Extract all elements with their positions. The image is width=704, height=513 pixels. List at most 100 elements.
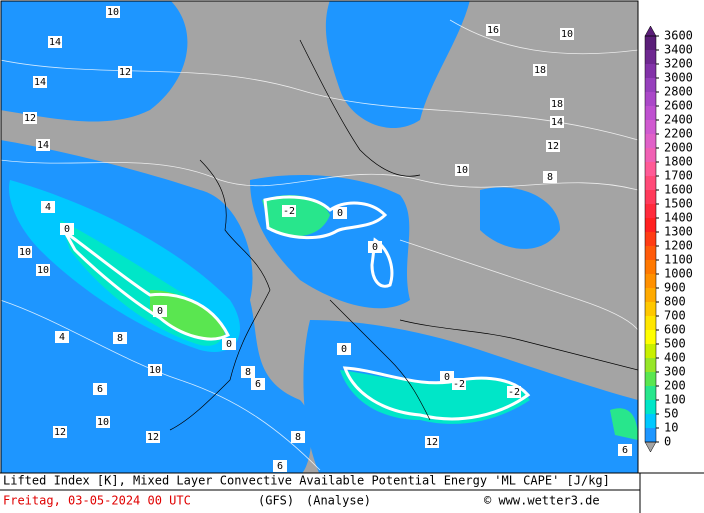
label-box	[153, 305, 167, 317]
label-box	[113, 332, 127, 344]
colorbar-label: 10	[664, 421, 678, 435]
colorbar-band	[645, 106, 656, 120]
label-box	[455, 164, 469, 176]
colorbar-label: 1400	[664, 211, 693, 225]
label-box	[55, 331, 69, 343]
label-box	[550, 98, 564, 110]
colorbar-label: 1300	[664, 225, 693, 239]
label-box	[53, 426, 67, 438]
colorbar-label: 1100	[664, 253, 693, 267]
colorbar-frame	[644, 35, 657, 443]
footer-model: (GFS)	[258, 494, 294, 508]
contour-label: -2	[508, 387, 520, 398]
contour-label: 10	[456, 165, 468, 176]
colorbar-label: 0	[664, 435, 671, 449]
colorbar-band	[645, 372, 656, 386]
colorbar-label: 50	[664, 407, 678, 421]
colorbar-label: 1000	[664, 267, 693, 281]
label-box	[146, 431, 160, 443]
label-box	[48, 36, 62, 48]
contour-label: 8	[117, 333, 123, 344]
label-box	[148, 364, 162, 376]
colorbar-band	[645, 386, 656, 400]
colorbar-label: 2200	[664, 127, 693, 141]
label-box	[18, 246, 32, 258]
colorbar-label: 1600	[664, 183, 693, 197]
contour-label: 0	[226, 339, 232, 350]
label-box	[222, 338, 236, 350]
label-box	[93, 383, 107, 395]
label-box	[106, 6, 120, 18]
contour-label: 10	[107, 7, 119, 18]
colorbar-label: 500	[664, 337, 686, 351]
colorbar-band	[645, 274, 656, 288]
contour-label: 12	[119, 67, 131, 78]
label-box	[60, 223, 74, 235]
contour-label: 0	[337, 208, 343, 219]
label-box	[550, 116, 564, 128]
label-box	[618, 444, 632, 456]
label-box	[251, 378, 265, 390]
label-box	[452, 378, 466, 390]
contour-label: 14	[551, 117, 563, 128]
contour-label: 10	[561, 29, 573, 40]
coastlines	[169, 39, 638, 431]
contour-label: 12	[147, 432, 159, 443]
colorbar-band	[645, 134, 656, 148]
contour-label: 0	[444, 372, 450, 383]
colorbar-band	[645, 176, 656, 190]
cape-area	[325, 1, 470, 129]
label-box	[273, 460, 287, 472]
footer-copyright: © www.wetter3.de	[484, 494, 600, 508]
label-box	[41, 201, 55, 213]
colorbar-band	[645, 148, 656, 162]
colorbar-band	[645, 64, 656, 78]
contour-label: 8	[295, 432, 301, 443]
colorbar-label: 3200	[664, 57, 693, 71]
contour-label: 14	[49, 37, 61, 48]
cape-area	[610, 408, 638, 440]
label-box	[241, 366, 255, 378]
cape-area	[1, 1, 188, 122]
label-box	[533, 64, 547, 76]
contour-label: -2	[453, 379, 465, 390]
colorbar-label: 1800	[664, 155, 693, 169]
colorbar-band	[645, 232, 656, 246]
colorbar-label: 1700	[664, 169, 693, 183]
colorbar-label: 200	[664, 379, 686, 393]
label-box	[425, 436, 439, 448]
colorbar-label: 2400	[664, 113, 693, 127]
colorbar-band	[645, 50, 656, 64]
label-box	[440, 371, 454, 383]
colorbar-band	[645, 316, 656, 330]
contour-label: 18	[551, 99, 563, 110]
contour-label: 6	[255, 379, 261, 390]
colorbar-band	[645, 358, 656, 372]
colorbar-label: 3000	[664, 71, 693, 85]
contour-label: 8	[547, 172, 553, 183]
contour-label: 10	[97, 417, 109, 428]
colorbar-label: 800	[664, 295, 686, 309]
label-box	[507, 386, 521, 398]
label-box	[560, 28, 574, 40]
contour-label: 6	[97, 384, 103, 395]
contour-label: 8	[245, 367, 251, 378]
colorbar-label: 2600	[664, 99, 693, 113]
colorbar-band	[645, 218, 656, 232]
footer-date: Freitag, 03-05-2024 00 UTC	[3, 494, 191, 508]
colorbar-arrow-bottom	[644, 441, 657, 453]
colorbar-band	[645, 78, 656, 92]
contour-label: 14	[37, 140, 49, 151]
label-box	[543, 171, 557, 183]
li-contours	[1, 19, 638, 471]
label-box	[486, 24, 500, 36]
colorbar-band	[645, 414, 656, 428]
label-box	[23, 112, 37, 124]
colorbar-label: 2800	[664, 85, 693, 99]
label-box	[546, 140, 560, 152]
footer-title: Lifted Index [K], Mixed Layer Convective…	[3, 474, 610, 488]
colorbar-band	[645, 400, 656, 414]
label-box	[291, 431, 305, 443]
cape-area	[150, 290, 225, 339]
